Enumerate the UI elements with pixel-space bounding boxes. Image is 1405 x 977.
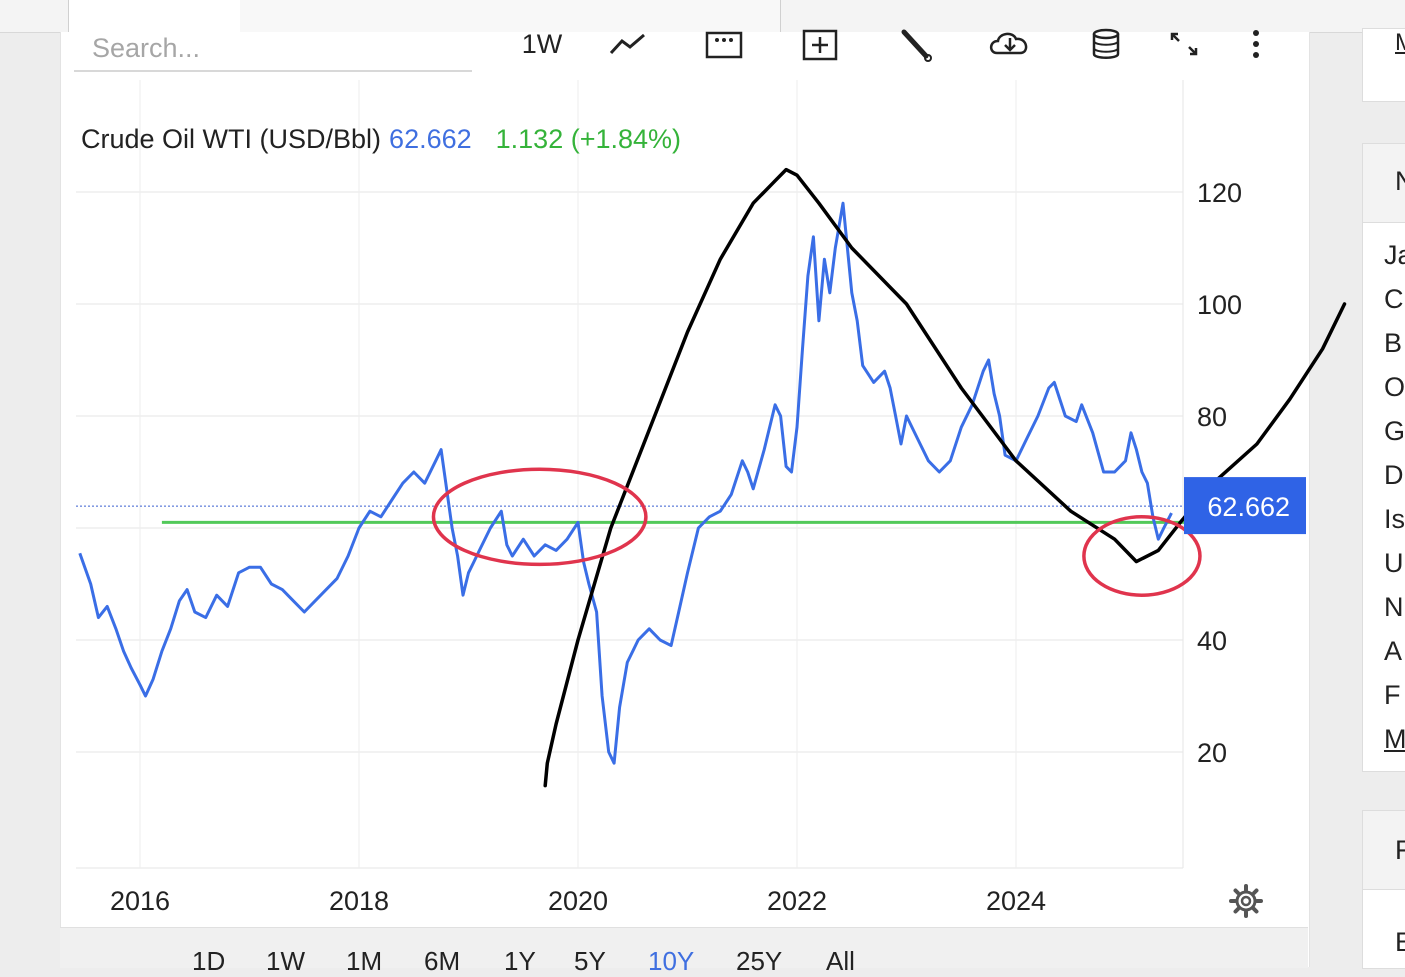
- sidebar-item[interactable]: Is: [1384, 504, 1405, 534]
- sidebar-item[interactable]: B: [1384, 328, 1403, 358]
- sidebar-item[interactable]: Ja: [1384, 240, 1405, 270]
- sidebar-item[interactable]: F: [1384, 680, 1401, 710]
- sidebar-card-row[interactable]: [1363, 811, 1405, 890]
- sidebar-item[interactable]: G: [1384, 416, 1405, 446]
- chart-panel: [60, 32, 1310, 967]
- range-5y[interactable]: 5Y: [574, 946, 606, 976]
- search-box[interactable]: [74, 28, 472, 72]
- expand-icon[interactable]: [1160, 22, 1208, 66]
- range-bar: 1D 1W 1M 6M 1Y 5Y 10Y 25Y All: [60, 927, 1308, 976]
- x-tick-label: 2022: [767, 886, 827, 916]
- sidebar-header: N: [1363, 144, 1405, 223]
- sidebar-more-link[interactable]: M: [1384, 724, 1405, 754]
- range-6m[interactable]: 6M: [424, 946, 461, 976]
- wrench-icon[interactable]: [892, 22, 940, 66]
- sidebar-item[interactable]: C: [1384, 284, 1404, 314]
- price-line: [78, 201, 1173, 765]
- sidebar-item[interactable]: U: [1384, 548, 1404, 578]
- sidebar-top-link[interactable]: M: [1395, 29, 1405, 57]
- tab-summary[interactable]: [68, 0, 242, 33]
- sidebar-list: N Ja C B O G D Is U N A F M: [1362, 143, 1405, 772]
- sidebar-item[interactable]: D: [1384, 460, 1404, 490]
- more-vert-icon[interactable]: [1236, 22, 1276, 66]
- last-price: 62.662: [389, 124, 472, 154]
- sidebar-item[interactable]: O: [1384, 372, 1405, 402]
- last-price-tag: 62.662: [1184, 477, 1306, 535]
- tab-group[interactable]: [240, 0, 781, 33]
- sidebar-item[interactable]: N: [1384, 592, 1404, 622]
- interval-button[interactable]: 1W: [512, 22, 572, 66]
- y-tick-label: 20: [1197, 738, 1227, 768]
- cloud-download-icon[interactable]: [986, 22, 1034, 66]
- range-1y[interactable]: 1Y: [504, 946, 536, 976]
- highlight-ellipse: [1082, 515, 1202, 597]
- x-tick-label: 2020: [548, 886, 608, 916]
- search-input[interactable]: [74, 28, 472, 68]
- y-tick-label: 80: [1197, 402, 1227, 432]
- dotted-box-icon[interactable]: [700, 22, 748, 66]
- x-tick-label: 2024: [986, 886, 1046, 916]
- chart-title: Crude Oil WTI (USD/Bbl) 62.662 1.132 (+1.8…: [81, 124, 681, 155]
- sidebar-item[interactable]: A: [1384, 636, 1403, 666]
- highlight-ellipse: [431, 467, 648, 567]
- instrument-name: Crude Oil WTI (USD/Bbl): [81, 124, 382, 154]
- range-10y[interactable]: 10Y: [648, 946, 695, 976]
- sidebar-card-2: F E: [1362, 810, 1405, 969]
- y-tick-label: 40: [1197, 626, 1227, 656]
- sidebar-card-label: E: [1395, 927, 1405, 957]
- range-1d[interactable]: 1D: [192, 946, 226, 976]
- sidebar-card-label: F: [1395, 835, 1405, 865]
- database-icon[interactable]: [1082, 22, 1130, 66]
- y-tick-label: 100: [1197, 290, 1242, 320]
- range-all[interactable]: All: [826, 946, 855, 976]
- interval-label: 1W: [521, 28, 563, 59]
- axis-ticks: 20 40 80 100 120 2016 2018 2020 2022 2024: [110, 178, 1242, 916]
- price-change: 1.132 (+1.84%): [495, 124, 682, 154]
- price-series: [78, 201, 1173, 765]
- line-chart-icon[interactable]: [604, 22, 652, 66]
- y-tick-label: 120: [1197, 178, 1242, 208]
- add-box-icon[interactable]: [796, 22, 844, 66]
- x-tick-label: 2018: [329, 886, 389, 916]
- price-tag-value: 62.662: [1207, 492, 1290, 522]
- sidebar-header-label: N: [1395, 166, 1405, 196]
- range-25y[interactable]: 25Y: [736, 946, 783, 976]
- range-1w[interactable]: 1W: [266, 946, 305, 976]
- x-tick-label: 2016: [110, 886, 170, 916]
- gear-icon[interactable]: [1228, 883, 1264, 919]
- chart-grid: [76, 80, 1186, 869]
- top-tab-strip: [0, 0, 1405, 33]
- range-1m[interactable]: 1M: [346, 946, 383, 976]
- sidebar-top-card: M: [1362, 28, 1405, 102]
- price-tag-box: [1184, 477, 1306, 535]
